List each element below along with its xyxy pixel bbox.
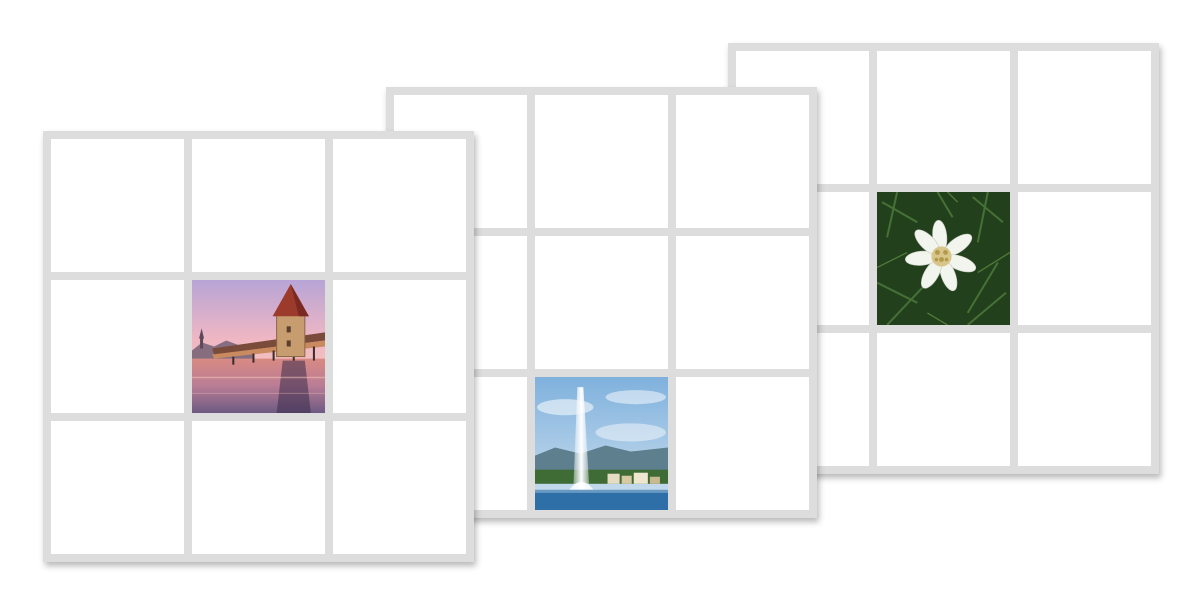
board-1-cell-8[interactable]	[333, 421, 466, 554]
board-3-cell-1[interactable]	[877, 51, 1010, 184]
board-2-cell-5[interactable]	[676, 236, 809, 369]
board-3-cell-8[interactable]	[1018, 333, 1151, 466]
chapel-bridge-water-tower-photo	[192, 280, 325, 413]
board-2-cell-2[interactable]	[676, 95, 809, 228]
lake-fountain-jet-photo	[535, 377, 668, 510]
edelweiss-flower-photo	[877, 192, 1010, 325]
board-1-cell-6[interactable]	[51, 421, 184, 554]
puzzle-board-1	[43, 131, 474, 562]
board-1-cell-4[interactable]	[192, 280, 325, 413]
board-2-cell-7[interactable]	[535, 377, 668, 510]
board-1-cell-7[interactable]	[192, 421, 325, 554]
board-2-cell-1[interactable]	[535, 95, 668, 228]
board-1-cell-0[interactable]	[51, 139, 184, 272]
board-1-cell-3[interactable]	[51, 280, 184, 413]
board-2-cell-8[interactable]	[676, 377, 809, 510]
board-1-cell-1[interactable]	[192, 139, 325, 272]
board-3-cell-2[interactable]	[1018, 51, 1151, 184]
board-3-cell-7[interactable]	[877, 333, 1010, 466]
board-2-cell-4[interactable]	[535, 236, 668, 369]
board-1-cell-2[interactable]	[333, 139, 466, 272]
board-3-cell-4[interactable]	[877, 192, 1010, 325]
board-3-cell-5[interactable]	[1018, 192, 1151, 325]
board-1-cell-5[interactable]	[333, 280, 466, 413]
